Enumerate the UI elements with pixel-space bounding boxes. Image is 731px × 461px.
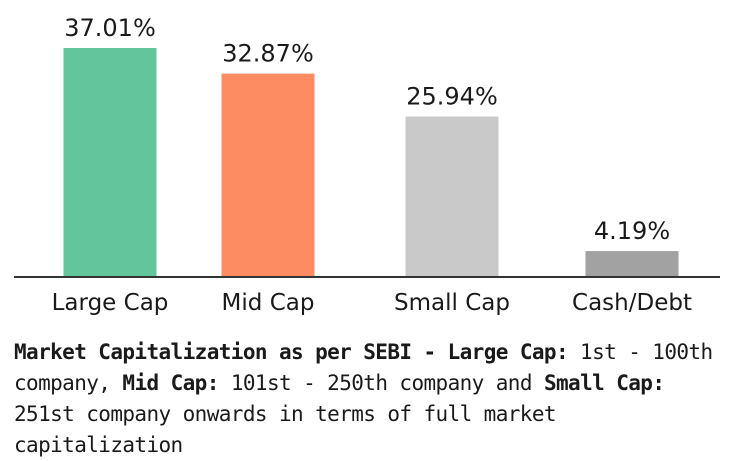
footnote-title: Market Capitalization as per SEBI - [14,340,436,364]
bars-group [63,48,679,277]
footnote-small-cap-text: 251st company onwards in terms of full m… [14,402,557,457]
bar-small-cap [405,116,499,277]
category-label-large-cap: Large Cap [52,290,169,316]
footnote: Market Capitalization as per SEBI - Larg… [14,337,724,461]
bar-chart: 37.01% 32.87% 25.94% 4.19% Large Cap Mid Cap… [14,14,720,316]
footnote-small-cap-label: Small Cap: [543,371,665,395]
bar-mid-cap [221,73,315,277]
footnote-large-cap-label: Large Cap: [447,340,569,364]
footnote-mid-cap-label: Mid Cap: [122,371,219,395]
footnote-large-cap-text: 1st - 100th company, [14,340,713,395]
category-labels-group: Large Cap Mid Cap Small Cap Cash/Debt [52,290,692,316]
category-label-mid-cap: Mid Cap [222,290,315,316]
category-label-cash-debt: Cash/Debt [572,290,692,316]
value-label-cash-debt: 4.19% [594,217,670,245]
bar-large-cap [63,48,157,277]
value-label-mid-cap: 32.87% [222,40,314,68]
value-label-small-cap: 25.94% [406,82,498,110]
bar-cash-debt [585,251,679,277]
category-label-small-cap: Small Cap [394,290,510,316]
footnote-mid-cap-text: 101st - 250th company and [230,371,533,395]
value-label-large-cap: 37.01% [64,14,156,42]
value-labels-group: 37.01% 32.87% 25.94% 4.19% [64,14,670,245]
